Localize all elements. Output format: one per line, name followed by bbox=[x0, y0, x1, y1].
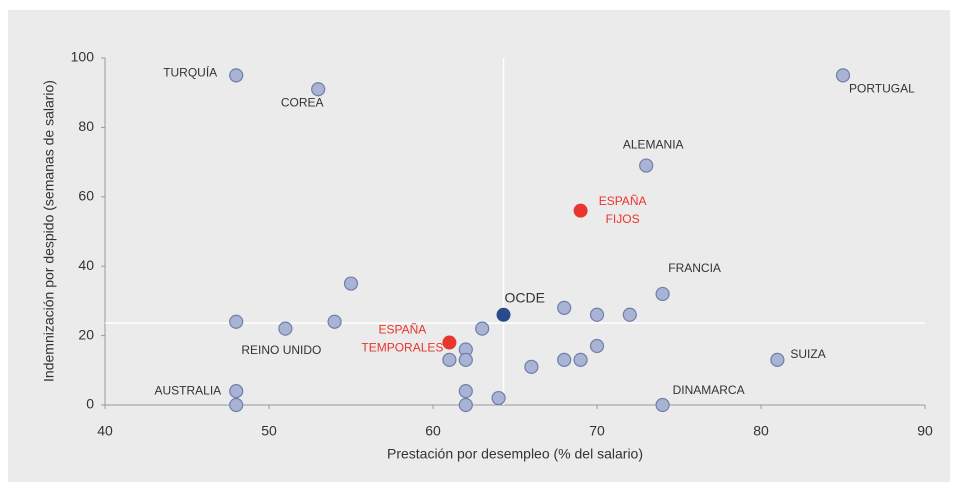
x-tick-label: 80 bbox=[753, 423, 769, 439]
data-point bbox=[622, 307, 637, 322]
point-label: DINAMARCA bbox=[673, 383, 745, 397]
x-tick-label: 60 bbox=[425, 423, 441, 439]
y-tick-label: 60 bbox=[78, 188, 94, 204]
point-label: COREA bbox=[281, 95, 324, 109]
x-tick-label: 50 bbox=[261, 423, 277, 439]
chart-background bbox=[8, 10, 950, 482]
point-label: REINO UNIDO bbox=[241, 343, 321, 357]
point-label: ESPAÑA bbox=[379, 323, 427, 337]
data-point bbox=[229, 68, 244, 83]
data-point bbox=[442, 335, 457, 350]
data-point bbox=[229, 314, 244, 329]
data-point bbox=[589, 338, 605, 354]
point-label: TEMPORALES bbox=[361, 341, 443, 355]
y-tick-label: 20 bbox=[78, 326, 94, 342]
point-label: PORTUGAL bbox=[849, 82, 915, 96]
data-point bbox=[311, 82, 326, 97]
x-tick-label: 90 bbox=[917, 423, 933, 439]
data-point bbox=[229, 384, 244, 399]
data-point bbox=[655, 286, 670, 302]
point-label: FIJOS bbox=[606, 212, 640, 226]
data-point bbox=[343, 276, 359, 291]
data-point bbox=[573, 203, 588, 218]
y-tick-label: 0 bbox=[86, 396, 94, 412]
data-point bbox=[573, 352, 588, 367]
data-point bbox=[458, 384, 473, 399]
point-label: OCDE bbox=[505, 289, 545, 305]
data-point bbox=[229, 397, 244, 413]
data-point bbox=[496, 307, 511, 322]
data-point bbox=[557, 300, 572, 315]
y-tick-label: 40 bbox=[78, 257, 94, 273]
data-point bbox=[491, 390, 506, 406]
data-point bbox=[524, 359, 539, 374]
data-point bbox=[655, 397, 670, 413]
point-label: TURQUÍA bbox=[163, 65, 217, 80]
data-point bbox=[442, 352, 457, 367]
point-label: AUSTRALIA bbox=[155, 383, 222, 397]
y-axis-label: Indemnización por despido (semanas de sa… bbox=[41, 80, 57, 382]
point-label: ALEMANIA bbox=[623, 138, 684, 152]
data-point bbox=[589, 307, 605, 322]
data-point bbox=[835, 68, 851, 83]
point-label: SUIZA bbox=[790, 347, 825, 361]
y-tick-label: 100 bbox=[71, 49, 95, 65]
data-point bbox=[278, 321, 293, 336]
x-tick-label: 40 bbox=[97, 423, 113, 439]
data-point bbox=[770, 352, 785, 367]
data-point bbox=[458, 352, 473, 367]
point-label: ESPAÑA bbox=[599, 194, 647, 208]
x-tick-label: 70 bbox=[589, 423, 605, 439]
y-tick-label: 80 bbox=[78, 118, 94, 134]
data-point bbox=[327, 314, 342, 329]
data-point bbox=[458, 397, 473, 413]
data-point bbox=[557, 352, 572, 367]
data-point bbox=[475, 321, 490, 336]
data-point bbox=[639, 158, 654, 173]
x-axis-label: Prestación por desempleo (% del salario) bbox=[387, 446, 643, 462]
point-label: FRANCIA bbox=[668, 261, 721, 275]
